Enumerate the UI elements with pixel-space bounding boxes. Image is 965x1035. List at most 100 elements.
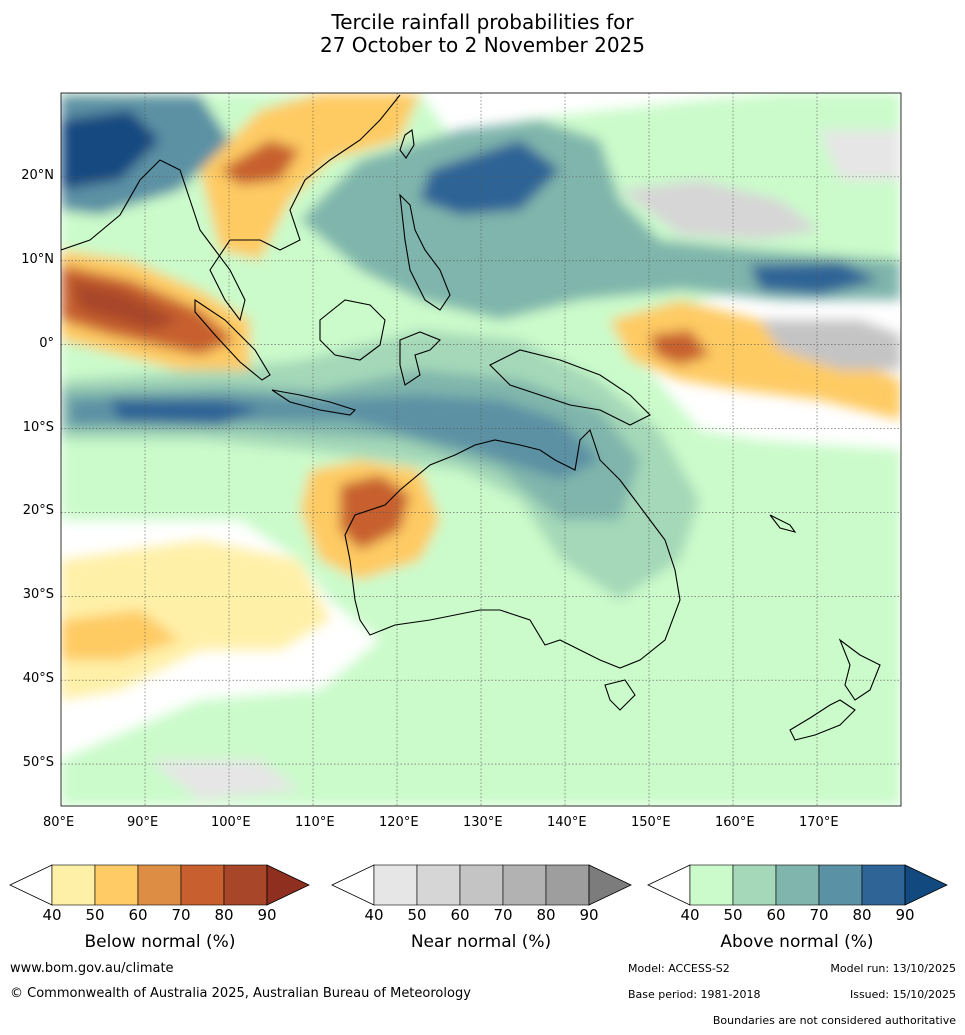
colorbar-tick-label: 60: [766, 906, 786, 924]
near-normal-colorbar: [331, 864, 632, 906]
longitude-label: 100°E: [211, 815, 251, 830]
colorbar-tick-label: 50: [85, 906, 105, 924]
new-zealand-south-coastline: [789, 699, 856, 741]
longitude-label: 150°E: [631, 815, 671, 830]
sumatra-coastline: [194, 298, 271, 381]
longitude-label: 140°E: [547, 815, 587, 830]
colorbar-max-arrow: [266, 864, 310, 906]
colorbar-segment: [137, 864, 182, 906]
australia-coastline: [344, 428, 681, 669]
longitude-label: 160°E: [715, 815, 755, 830]
colorbar-segment: [373, 864, 418, 906]
map-title-line2: 27 October to 2 November 2025: [319, 33, 646, 57]
longitude-label: 110°E: [295, 815, 335, 830]
colorbar-segment: [818, 864, 863, 906]
new-guinea-coastline: [489, 349, 651, 426]
below-normal-region: [70, 280, 180, 330]
colorbar-tick-label: 80: [852, 906, 872, 924]
colorbar-tick-label: 60: [128, 906, 148, 924]
taiwan-coastline: [399, 129, 415, 159]
new-caledonia-coastline: [769, 514, 797, 533]
website-link[interactable]: www.bom.gov.au/climate: [10, 961, 174, 976]
latitude-label: 0°: [39, 335, 54, 351]
colorbar-tick-label: 90: [895, 906, 915, 924]
near-normal-title: Near normal (%): [410, 932, 552, 952]
java-coastline: [271, 389, 357, 416]
below-normal-colorbar: [9, 864, 310, 906]
latitude-label: 50°S: [22, 755, 54, 771]
colorbar-segment: [459, 864, 504, 906]
latitude-label: 20°S: [22, 503, 54, 519]
colorbar-tick-label: 50: [407, 906, 427, 924]
colorbar-segment: [689, 864, 734, 906]
above-normal-colorbar: [647, 864, 948, 906]
colorbar-min-arrow: [647, 864, 691, 906]
copyright-text: © Commonwealth of Australia 2025, Austra…: [10, 986, 471, 1001]
colorbar-tick-label: 50: [723, 906, 743, 924]
sulawesi-coastline: [399, 331, 441, 386]
near-normal-region: [760, 320, 901, 370]
below-normal-region: [220, 140, 300, 185]
model-run-text: Model run: 13/10/2025: [830, 962, 956, 975]
below-normal-region: [340, 475, 410, 550]
below-normal-region: [61, 540, 330, 700]
base-period-text: Base period: 1981-2018: [628, 988, 761, 1001]
colorbar-segment: [416, 864, 461, 906]
colorbar-segment: [502, 864, 547, 906]
model-text: Model: ACCESS-S2: [628, 962, 730, 975]
colorbar-segment: [545, 864, 590, 906]
colorbar-tick-label: 40: [680, 906, 700, 924]
longitude-label: 170°E: [799, 815, 839, 830]
colorbar-tick-label: 40: [364, 906, 384, 924]
longitude-label: 130°E: [463, 815, 503, 830]
longitude-label: 90°E: [127, 815, 159, 830]
below-normal-title: Below normal (%): [84, 932, 236, 952]
colorbar-max-arrow: [588, 864, 632, 906]
colorbar-min-arrow: [331, 864, 375, 906]
above-normal-region: [110, 398, 260, 425]
colorbar-tick-label: 70: [809, 906, 829, 924]
below-normal-region: [61, 610, 180, 660]
colorbar-segment: [223, 864, 268, 906]
colorbar-tick-label: 90: [257, 906, 277, 924]
below-normal-region: [610, 300, 901, 420]
latitude-label: 40°S: [22, 671, 54, 687]
colorbar-max-arrow: [904, 864, 948, 906]
longitude-label: 120°E: [379, 815, 419, 830]
latitude-label: 10°S: [22, 419, 54, 435]
above-normal-title: Above normal (%): [720, 932, 874, 952]
latitude-label: 10°N: [21, 251, 54, 267]
colorbar-tick-label: 40: [42, 906, 62, 924]
below-normal-region: [650, 330, 710, 365]
colorbar-segment: [51, 864, 96, 906]
issued-text: Issued: 15/10/2025: [849, 988, 956, 1001]
colorbar-tick-label: 70: [171, 906, 191, 924]
map-title-line1: Tercile rainfall probabilities for: [331, 10, 634, 34]
colorbar-tick-label: 70: [493, 906, 513, 924]
colorbar-tick-label: 80: [536, 906, 556, 924]
longitude-label: 80°E: [43, 815, 75, 830]
latitude-label: 20°N: [21, 167, 54, 183]
near-normal-region: [150, 760, 300, 800]
above-normal-region: [420, 140, 560, 215]
colorbar-segment: [180, 864, 225, 906]
tasmania-coastline: [604, 679, 636, 711]
above-normal-region: [61, 110, 160, 190]
colorbar-segment: [94, 864, 139, 906]
colorbar-tick-label: 60: [450, 906, 470, 924]
asia-mainland-coastline: [61, 94, 401, 322]
graticule: [61, 93, 901, 806]
colorbar-segment: [861, 864, 906, 906]
coastlines: [61, 94, 881, 741]
disclaimer-text: Boundaries are not considered authoritat…: [712, 1014, 956, 1027]
near-normal-region: [620, 180, 820, 240]
latitude-label: 30°S: [22, 587, 54, 603]
borneo-coastline: [319, 299, 386, 361]
colorbar-tick-label: 90: [579, 906, 599, 924]
near-normal-region: [820, 130, 901, 180]
map-frame: [60, 92, 902, 807]
new-zealand-north-coastline: [838, 638, 881, 701]
colorbar-tick-label: 80: [214, 906, 234, 924]
above-normal-region: [750, 262, 880, 295]
